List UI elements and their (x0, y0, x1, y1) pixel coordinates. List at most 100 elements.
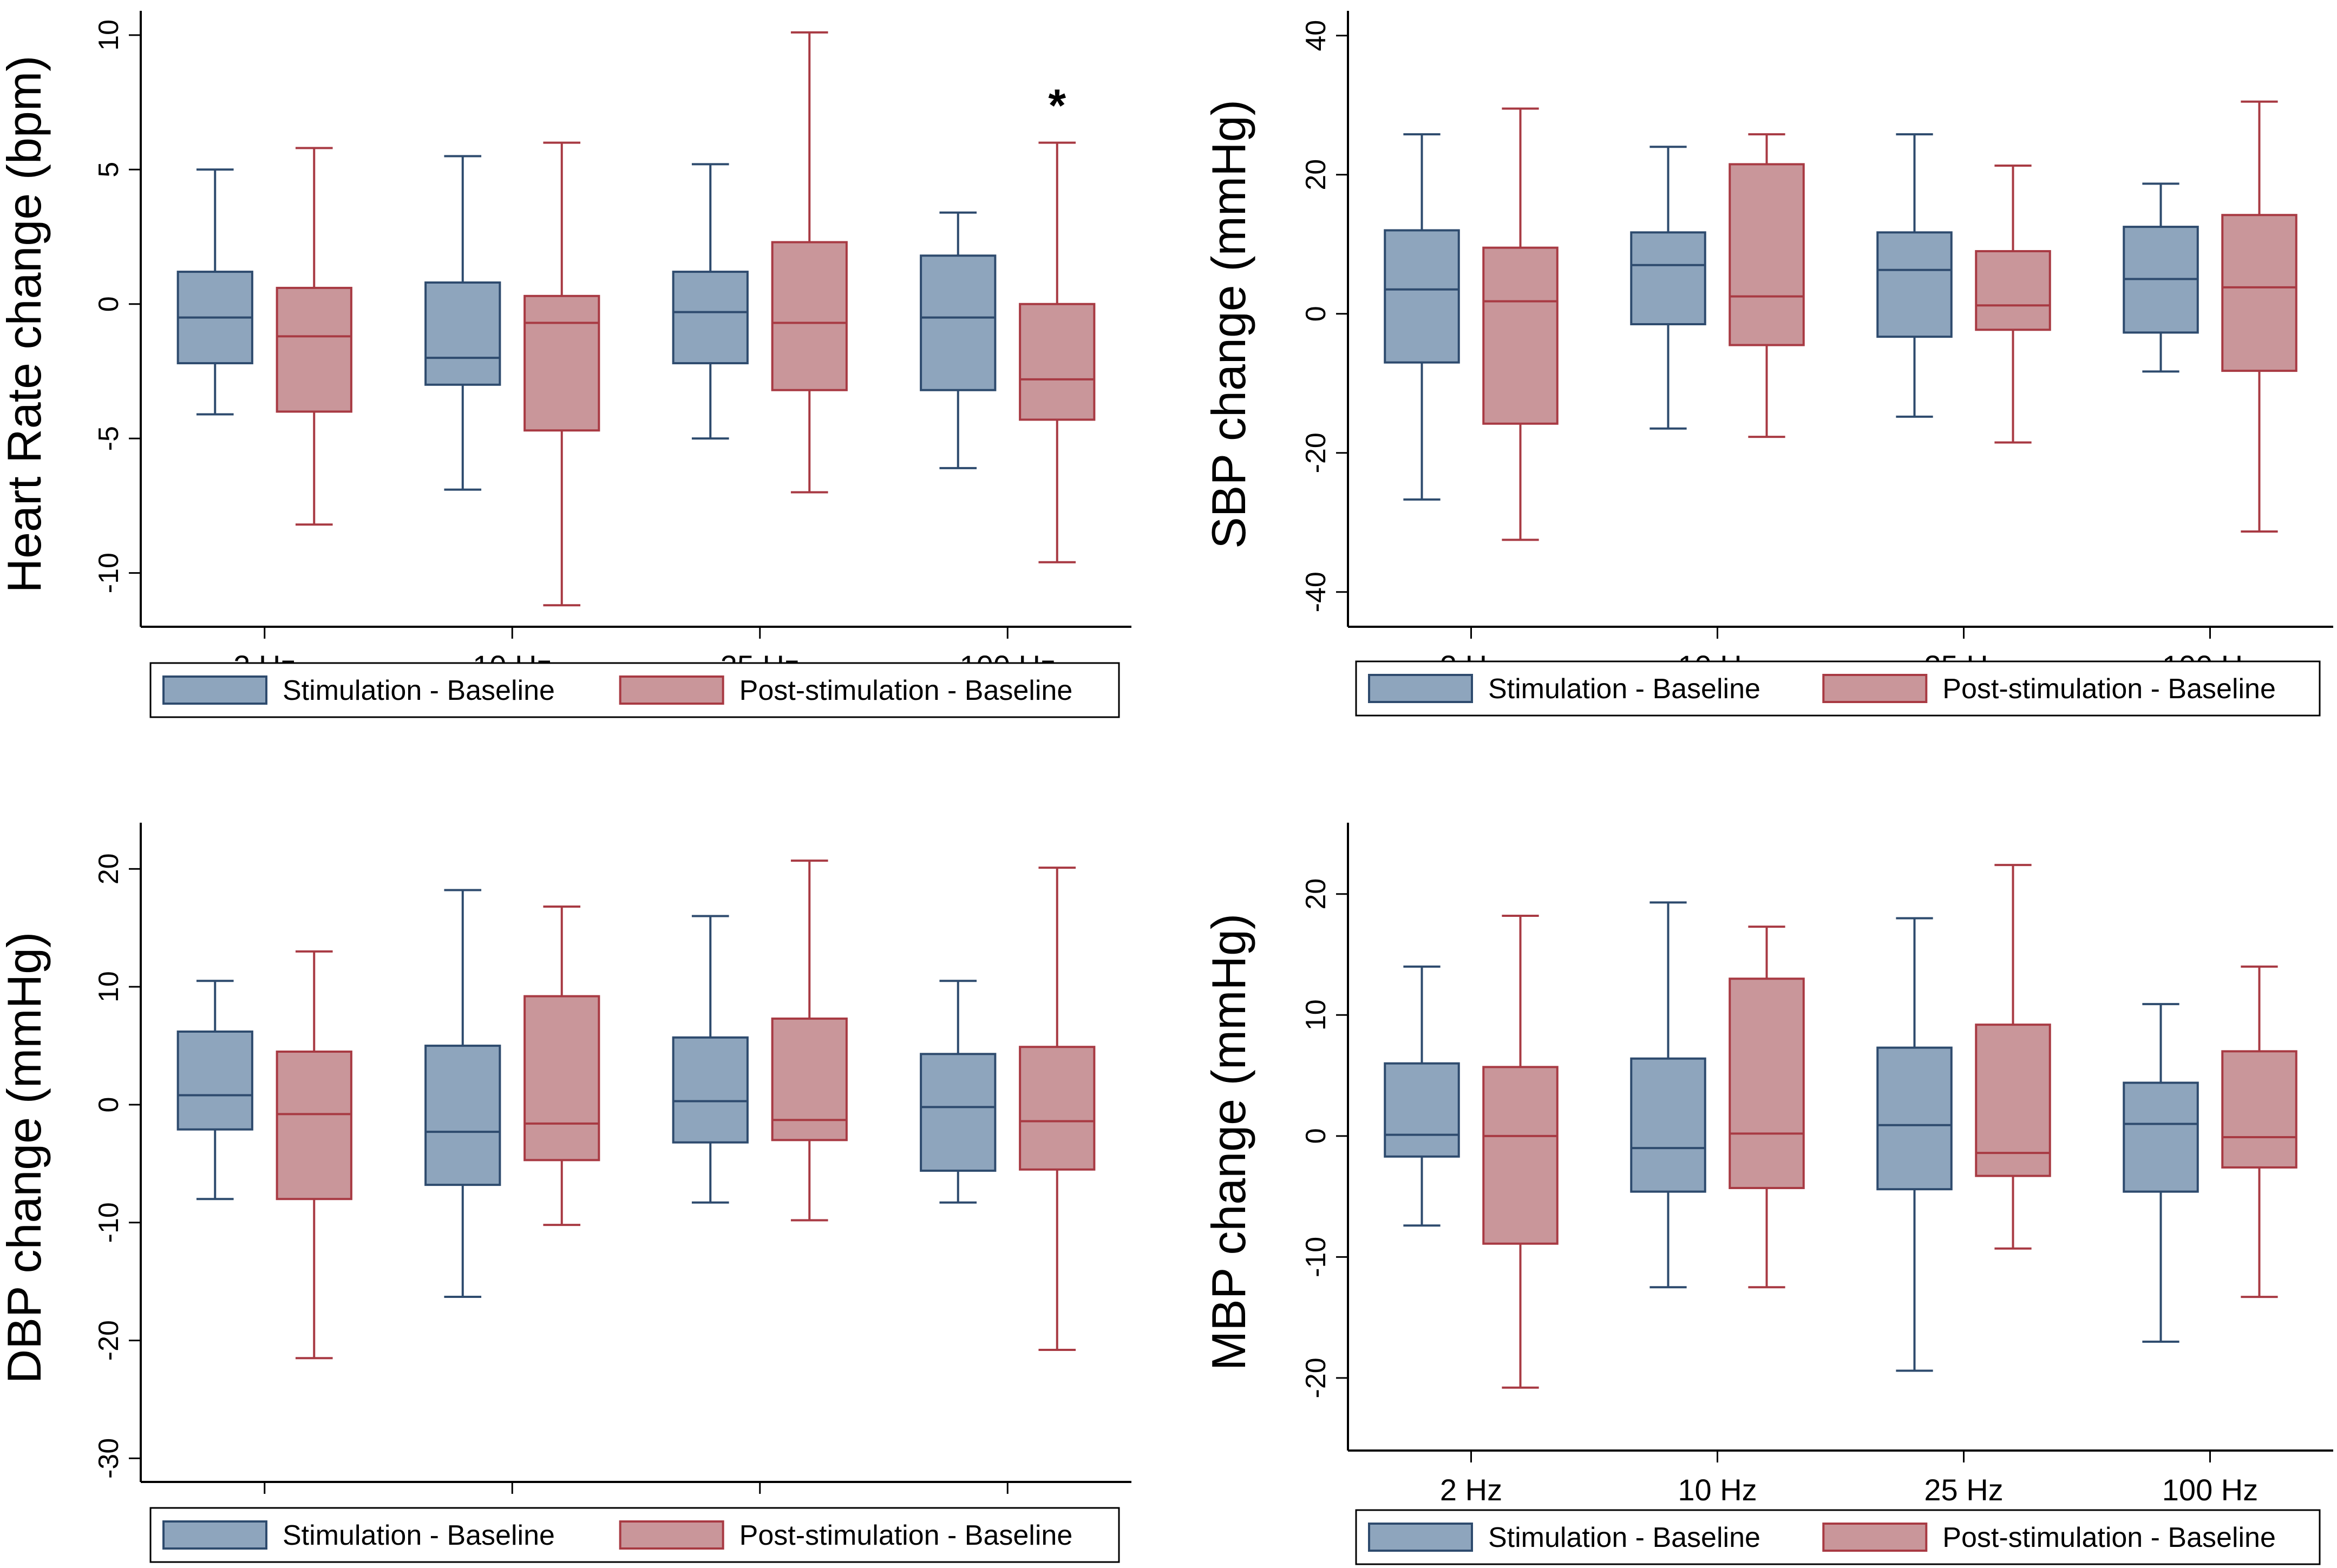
legend-label-post-stimulation: Post-stimulation - Baseline (739, 675, 1073, 706)
iqr-box (276, 1050, 352, 1200)
iqr-box (1630, 1057, 1706, 1193)
y-tick-label: 20 (1300, 159, 1332, 191)
iqr-box (523, 294, 600, 432)
iqr-box (276, 286, 352, 413)
y-axis-title: Heart Rate change (bpm) (0, 56, 51, 593)
iqr-box (1482, 1066, 1559, 1245)
legend-label-stimulation: Stimulation - Baseline (1488, 1522, 1760, 1553)
y-tick-label: 10 (93, 19, 125, 51)
iqr-box (523, 995, 600, 1162)
iqr-box (1630, 231, 1706, 325)
boxplot-post-2hz (1482, 107, 1559, 541)
boxplot-post-25hz (771, 31, 848, 494)
iqr-box (1384, 1062, 1460, 1158)
iqr-box (920, 254, 997, 391)
x-tick-label: 25 Hz (1924, 1473, 2003, 1507)
boxplot-post-25hz (771, 860, 848, 1222)
iqr-box (2123, 1081, 2199, 1193)
boxplot-stim-25hz (672, 163, 749, 440)
x-tick-label: 2 Hz (1440, 1473, 1502, 1507)
legend-swatch-stimulation (162, 1520, 267, 1550)
legend-swatch-post-stimulation (619, 675, 724, 705)
legend-swatch-post-stimulation (1822, 674, 1928, 703)
boxplot-stim-2hz (176, 980, 253, 1200)
boxplot-post-2hz (276, 147, 352, 526)
boxplot-stim-10hz (1630, 146, 1706, 430)
iqr-box (1876, 231, 1953, 338)
boxplot-stim-25hz (672, 915, 749, 1204)
y-tick-label: 0 (93, 1097, 125, 1113)
y-tick-label: 40 (1300, 20, 1332, 51)
iqr-box (771, 1017, 848, 1141)
iqr-box (1482, 246, 1559, 425)
boxplot-stim-10hz (1630, 901, 1706, 1289)
panel-mbp: 20 10 0 -10 -20 MBP change (mmHg) 2 Hz 10 Hz 25 … (1202, 823, 2333, 1565)
y-tick-label: -5 (93, 426, 125, 451)
boxplot-stim-2hz (176, 168, 253, 416)
boxplot-post-100hz (2221, 100, 2297, 533)
y-axis-title: MBP change (mmHg) (1202, 914, 1255, 1370)
iqr-box (424, 1045, 501, 1186)
legend-swatch-stimulation (162, 675, 267, 705)
y-tick-label: -40 (1300, 572, 1332, 612)
boxplot-stim-10hz (424, 889, 501, 1298)
boxplot-stim-10hz (424, 155, 501, 491)
boxplot-stim-2hz (1384, 133, 1460, 501)
legend-swatch-post-stimulation (619, 1520, 724, 1550)
y-tick-label: 20 (1300, 878, 1332, 910)
boxplot-post-100hz (2221, 965, 2297, 1298)
y-tick-label: 0 (93, 296, 125, 312)
y-tick-label: -10 (93, 553, 125, 593)
iqr-box (672, 271, 749, 365)
iqr-box (2221, 1050, 2297, 1169)
iqr-box (1876, 1046, 1953, 1191)
iqr-box (1019, 1046, 1096, 1171)
boxplot-post-2hz (1482, 915, 1559, 1389)
boxplot-stim-100hz (920, 980, 997, 1204)
boxplot-post-100hz (1019, 867, 1096, 1352)
iqr-box (1019, 303, 1096, 421)
y-tick-label: -20 (1300, 1357, 1332, 1398)
boxplot-stim-25hz (1876, 133, 1953, 418)
boxplot-post-2hz (276, 950, 352, 1360)
legend: Stimulation - Baseline Post-stimulation -… (1355, 660, 2321, 717)
y-tick-label: 0 (1300, 1128, 1332, 1144)
boxplot-stim-2hz (1384, 965, 1460, 1227)
legend-swatch-stimulation (1368, 674, 1473, 703)
boxplot-stim-25hz (1876, 917, 1953, 1372)
iqr-box (424, 281, 501, 386)
legend: Stimulation - Baseline Post-stimulation -… (149, 662, 1120, 718)
legend-label-stimulation: Stimulation - Baseline (283, 1520, 555, 1551)
boxplot-post-10hz (1729, 926, 1805, 1289)
iqr-box (771, 241, 848, 391)
y-axis-title: DBP change (mmHg) (0, 932, 51, 1384)
iqr-box (1729, 163, 1805, 346)
significance-marker: * (1048, 80, 1066, 131)
boxplot-post-10hz (523, 906, 600, 1226)
iqr-box (176, 1030, 253, 1131)
y-tick-label: -20 (1300, 432, 1332, 473)
x-tick-label: 10 Hz (1678, 1473, 1757, 1507)
y-tick-label: -30 (93, 1438, 125, 1479)
legend-label-stimulation: Stimulation - Baseline (283, 675, 555, 706)
iqr-box (2221, 214, 2297, 372)
boxplot-post-100hz (1019, 141, 1096, 563)
legend-swatch-post-stimulation (1822, 1523, 1928, 1552)
legend-label-post-stimulation: Post-stimulation - Baseline (1942, 673, 2276, 705)
x-tick-label: 100 Hz (2162, 1473, 2258, 1507)
legend-swatch-stimulation (1368, 1523, 1473, 1552)
y-tick-label: 5 (93, 162, 125, 178)
iqr-box (920, 1053, 997, 1172)
legend-label-stimulation: Stimulation - Baseline (1488, 673, 1760, 705)
y-tick-label: 0 (1300, 306, 1332, 322)
y-tick-label: 20 (93, 853, 125, 884)
iqr-box (1975, 250, 2051, 331)
legend: Stimulation - Baseline Post-stimulation -… (149, 1507, 1120, 1563)
iqr-box (672, 1036, 749, 1144)
boxplot-stim-100hz (920, 211, 997, 469)
legend: Stimulation - Baseline Post-stimulation -… (1355, 1509, 2321, 1565)
boxplot-stim-100hz (2123, 182, 2199, 373)
iqr-box (1975, 1024, 2051, 1177)
